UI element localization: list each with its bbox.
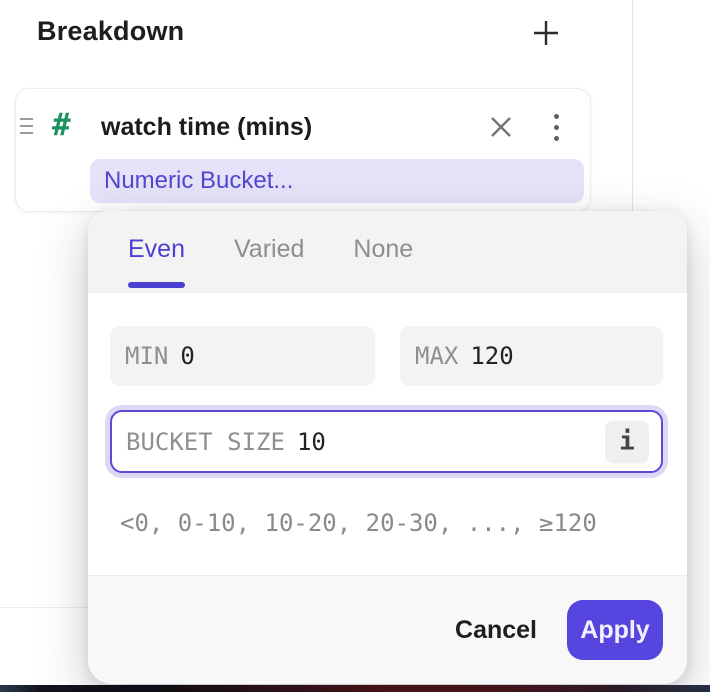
page-title: Breakdown <box>37 16 185 46</box>
property-name[interactable]: watch time (mins) <box>101 113 313 141</box>
popover-tab-bar: Even Varied None <box>88 211 687 293</box>
tab-even[interactable]: Even <box>128 234 185 263</box>
info-button[interactable]: i <box>605 420 649 463</box>
tab-varied[interactable]: Varied <box>233 234 305 263</box>
bucket-size-label: BUCKET SIZE <box>126 427 285 456</box>
popover-footer: Cancel Apply <box>88 575 687 684</box>
max-value: 120 <box>470 342 514 370</box>
numeric-bucket-chip-label: Numeric Bucket... <box>104 167 294 194</box>
bucket-size-input[interactable]: BUCKET SIZE 10 i <box>110 410 663 473</box>
background-strip <box>0 685 710 692</box>
min-label: MIN <box>125 342 169 370</box>
kebab-icon <box>553 113 559 119</box>
numeric-property-icon: # <box>52 107 71 143</box>
drag-handle-icon[interactable] <box>20 118 33 134</box>
info-icon: i <box>619 426 635 457</box>
max-input[interactable]: MAX 120 <box>400 326 663 386</box>
bucket-size-value: 10 <box>296 427 326 456</box>
apply-button[interactable]: Apply <box>567 600 663 660</box>
active-tab-underline <box>128 282 185 288</box>
panel-divider <box>632 0 633 211</box>
min-max-row: MIN 0 MAX 120 <box>110 326 663 386</box>
bucket-preview-text: <0, 0-10, 10-20, 20-30, ..., ≥120 <box>120 509 597 537</box>
tab-none[interactable]: None <box>353 234 414 263</box>
more-options-button[interactable] <box>544 109 568 145</box>
close-icon <box>488 114 514 140</box>
numeric-bucket-chip[interactable]: Numeric Bucket... <box>90 159 584 203</box>
cancel-button[interactable]: Cancel <box>455 615 537 644</box>
max-label: MAX <box>415 342 459 370</box>
breakdown-card: # watch time (mins) Numeric Bucket... <box>15 88 591 212</box>
plus-icon <box>531 18 561 48</box>
min-value: 0 <box>180 342 195 370</box>
add-breakdown-button[interactable] <box>527 14 565 52</box>
min-input[interactable]: MIN 0 <box>110 326 375 386</box>
bucketing-popover: Even Varied None MIN 0 MAX 120 BUCKET SI… <box>88 211 687 684</box>
remove-breakdown-button[interactable] <box>485 111 517 143</box>
background-divider <box>0 607 88 608</box>
